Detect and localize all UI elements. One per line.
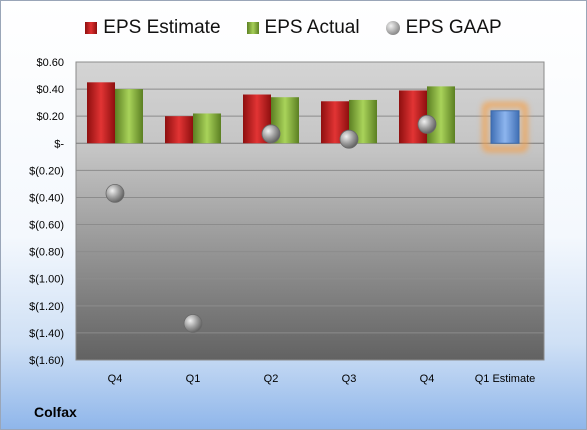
eps-gaap-point (339, 129, 359, 149)
eps-gaap-point (105, 183, 125, 203)
y-tick-label: $0.20 (36, 111, 64, 123)
forecast-highlight (482, 101, 528, 153)
y-tick-label: $- (54, 138, 64, 150)
eps-actual-bar (427, 86, 455, 144)
legend-swatch-estimate (85, 22, 98, 34)
plot-area (75, 61, 545, 361)
eps-actual-bar (193, 113, 221, 144)
y-tick-label: $(1.20) (29, 301, 64, 313)
eps-actual-bar (115, 89, 143, 144)
legend-item-gaap: EPS GAAP (385, 17, 502, 39)
y-tick-label: $0.60 (36, 57, 64, 69)
x-tick-label: Q1 (186, 373, 201, 385)
eps-forecast-bar (490, 110, 520, 144)
legend-item-actual: EPS Actual (246, 17, 360, 39)
y-tick-label: $(1.60) (29, 355, 64, 367)
eps-gaap-point (417, 114, 437, 134)
x-tick-label: Q4 (420, 373, 435, 385)
legend-item-estimate: EPS Estimate (85, 17, 221, 39)
eps-estimate-bar (87, 82, 115, 144)
eps-gaap-point (261, 124, 281, 144)
y-tick-label: $(0.20) (29, 165, 64, 177)
legend-label-estimate: EPS Estimate (103, 17, 221, 38)
y-tick-label: $0.40 (36, 84, 64, 96)
chart-legend: EPS Estimate EPS Actual EPS GAAP (1, 17, 586, 39)
eps-estimate-bar (165, 116, 193, 144)
x-tick-label: Q3 (342, 373, 357, 385)
y-tick-label: $(1.00) (29, 274, 64, 286)
x-tick-label: Q1 Estimate (475, 373, 536, 385)
y-tick-label: $(0.40) (29, 192, 64, 204)
legend-swatch-actual (246, 22, 259, 34)
legend-marker-gaap (385, 21, 400, 35)
y-tick-label: $(0.60) (29, 220, 64, 232)
y-tick-label: $(0.80) (29, 247, 64, 259)
company-name: Colfax (34, 404, 77, 420)
x-tick-label: Q4 (108, 373, 123, 385)
legend-label-actual: EPS Actual (264, 17, 360, 38)
x-tick-label: Q2 (264, 373, 279, 385)
y-tick-label: $(1.40) (29, 328, 64, 340)
legend-label-gaap: EPS GAAP (405, 17, 502, 38)
eps-gaap-point (183, 314, 203, 333)
